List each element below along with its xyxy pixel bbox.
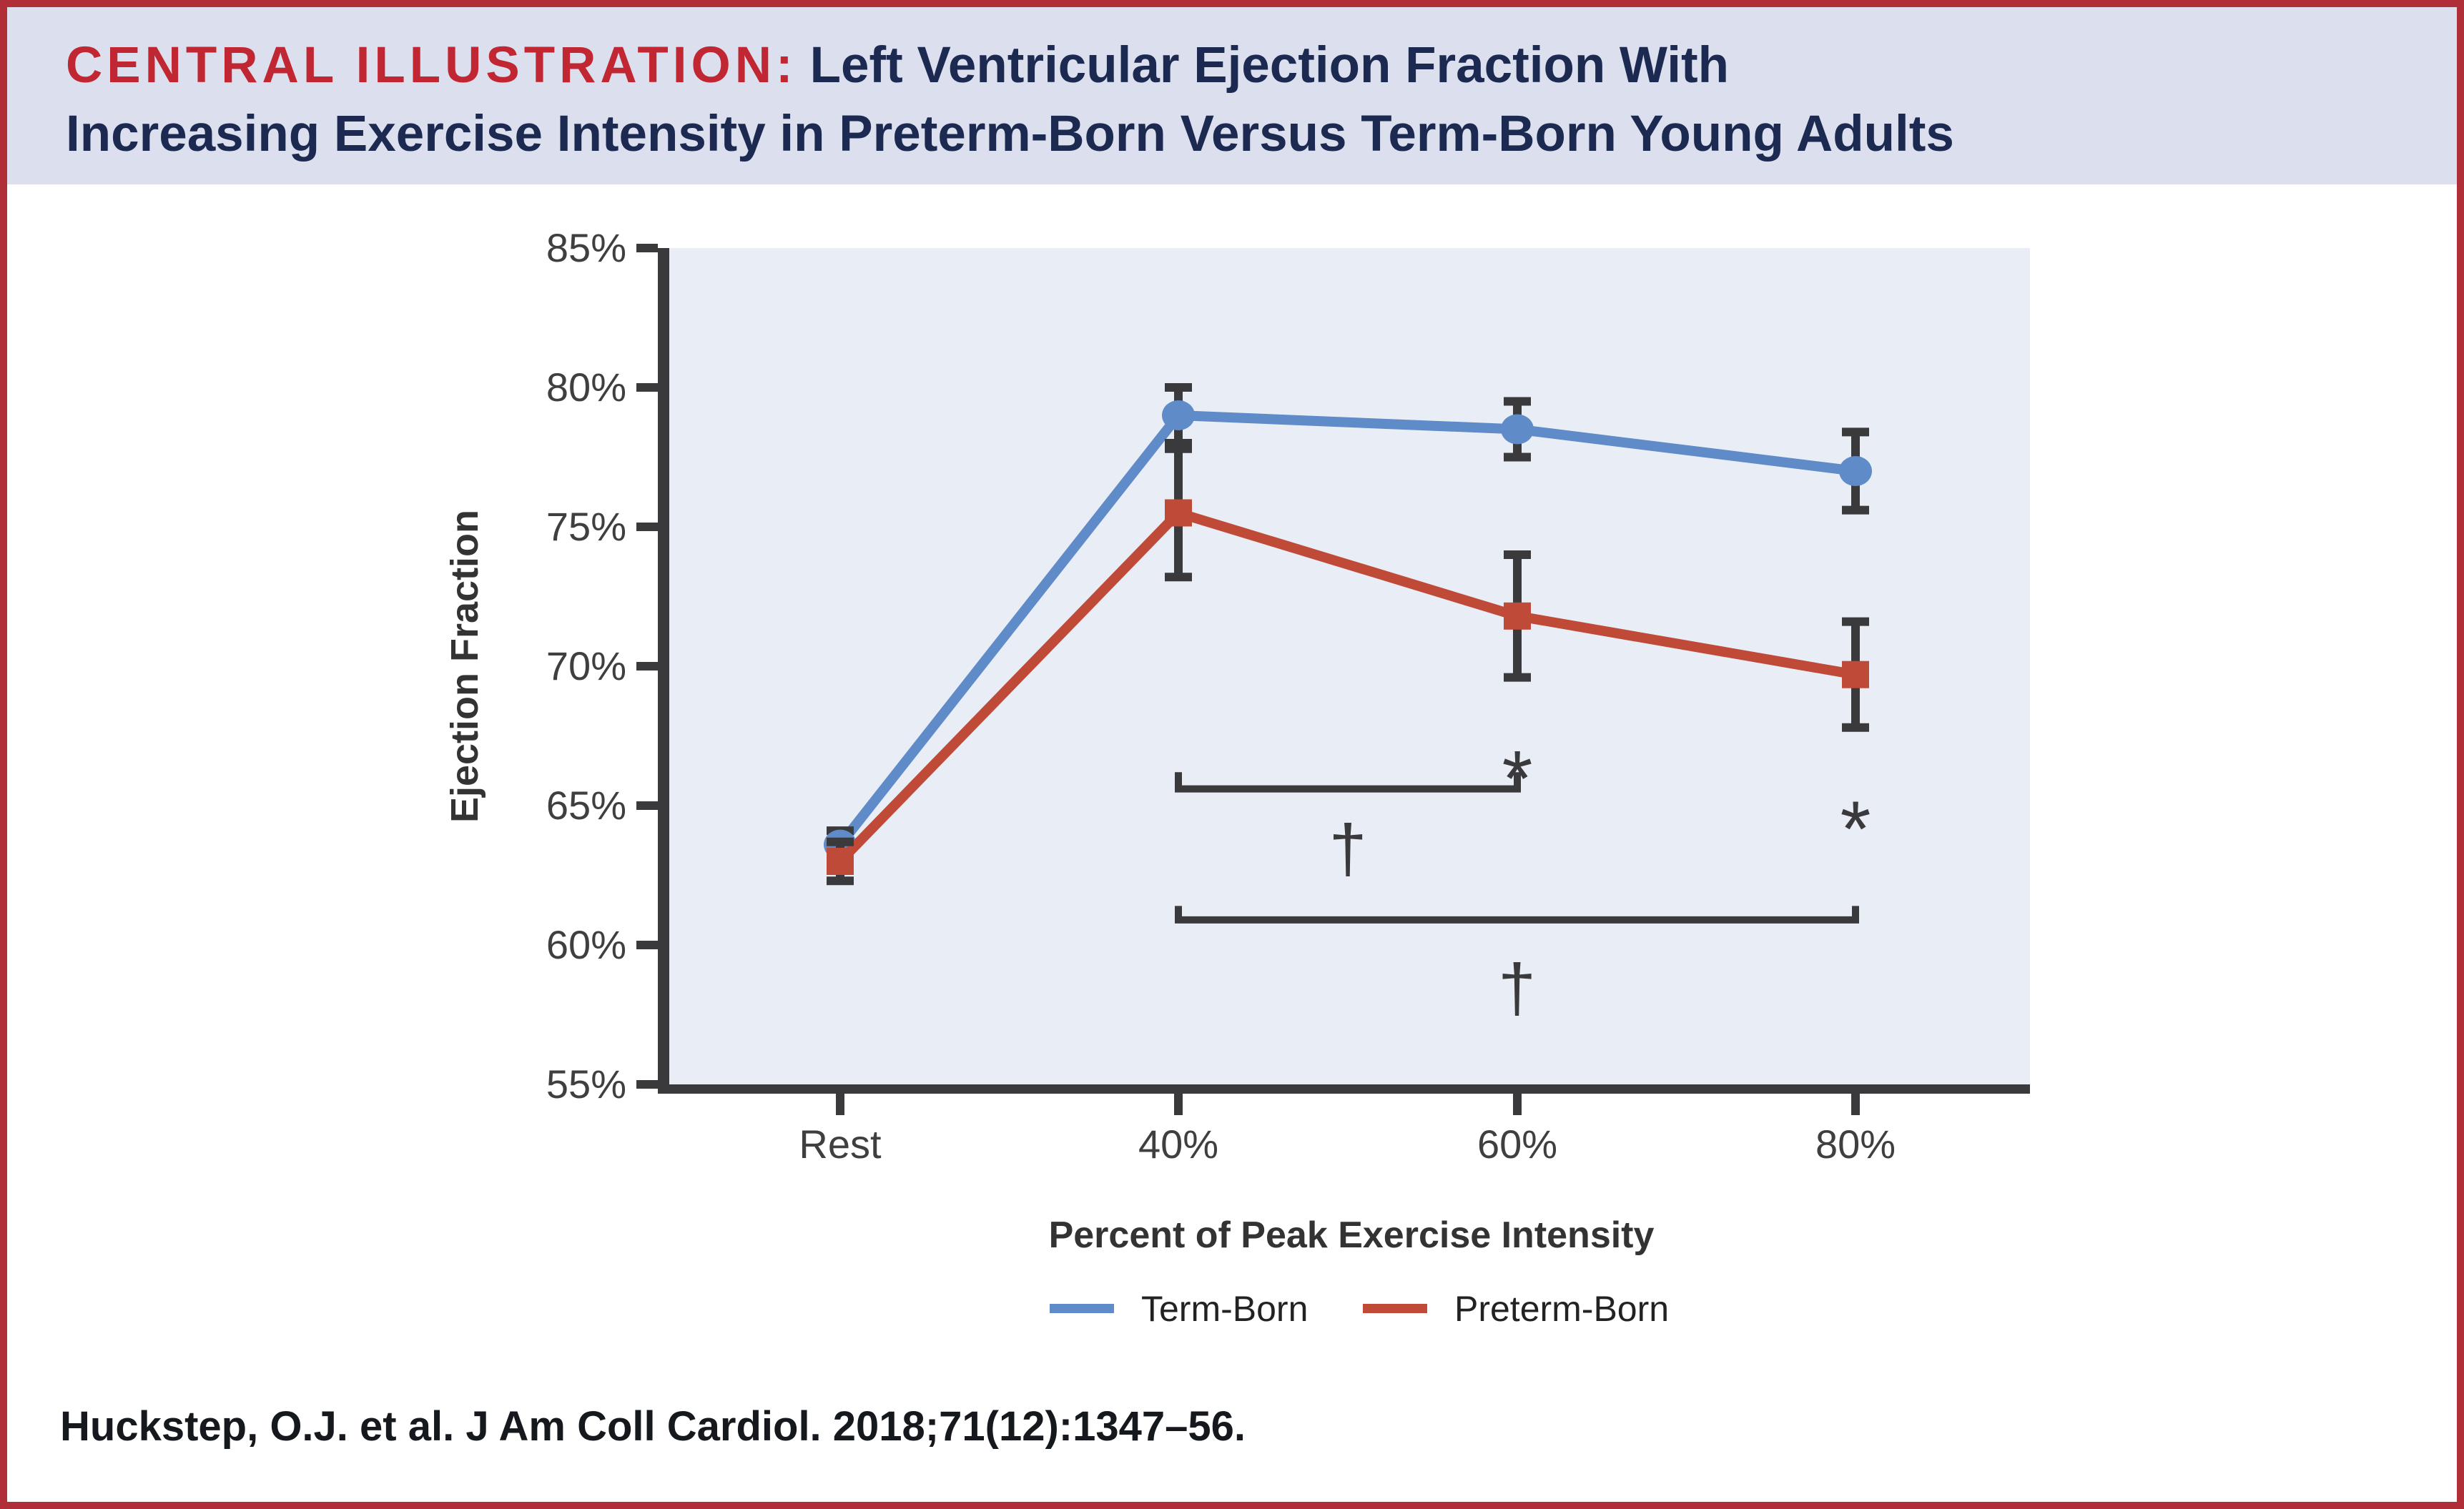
y-tick: [636, 523, 658, 531]
x-tick: [836, 1094, 844, 1115]
y-tick: [636, 383, 658, 392]
data-point-preterm-born: [827, 848, 854, 875]
x-tick-label: 80%: [1815, 1122, 1896, 1167]
significance-asterisk: *: [1840, 785, 1871, 873]
y-axis-line: [658, 248, 669, 1094]
dagger-symbol: †: [1498, 951, 1536, 1026]
y-tick-label: 55%: [546, 1062, 626, 1107]
y-tick: [636, 1080, 658, 1089]
x-tick-label: 60%: [1477, 1122, 1557, 1167]
data-point-preterm-born: [1504, 602, 1531, 630]
figure-title-part1: Left Ventricular Ejection Fraction With: [809, 37, 1730, 94]
data-point-preterm-born: [1842, 661, 1869, 688]
significance-asterisk: *: [1502, 735, 1533, 823]
x-axis-title: Percent of Peak Exercise Intensity: [1049, 1214, 1655, 1256]
y-tick-label: 80%: [546, 365, 626, 410]
comparison-bracket: [1175, 906, 1859, 924]
data-point-term-born: [1839, 456, 1872, 486]
x-tick: [1174, 1094, 1183, 1115]
data-point-term-born: [1501, 414, 1534, 445]
series-line-preterm-born: [836, 507, 1857, 865]
y-tick: [636, 244, 658, 252]
data-point-term-born: [1162, 400, 1195, 430]
y-tick-label: 85%: [546, 225, 626, 270]
citation: Huckstep, O.J. et al. J Am Coll Cardiol.…: [60, 1403, 1246, 1450]
dagger-symbol: †: [1329, 811, 1367, 887]
legend-label: Term-Born: [1141, 1289, 1308, 1329]
y-tick-label: 60%: [546, 922, 626, 967]
header-band: CENTRAL ILLUSTRATION: Left Ventricular Ej…: [7, 7, 2457, 184]
x-tick: [1851, 1094, 1860, 1115]
y-tick: [636, 801, 658, 810]
figure-title-line1: CENTRAL ILLUSTRATION: Left Ventricular Ej…: [66, 31, 2414, 100]
y-tick-label: 70%: [546, 643, 626, 688]
legend-swatch: [1050, 1304, 1114, 1313]
legend-label: Preterm-Born: [1454, 1289, 1669, 1329]
data-point-preterm-born: [1165, 499, 1192, 527]
series-line-term-born: [836, 410, 1856, 848]
x-axis-line: [658, 1084, 2030, 1094]
figure-title-line2: Increasing Exercise Intensity in Preterm…: [66, 106, 1954, 162]
y-axis-title: Ejection Fraction: [443, 510, 486, 823]
y-tick: [636, 662, 658, 671]
central-illustration-label: CENTRAL ILLUSTRATION:: [66, 37, 797, 94]
y-tick: [636, 941, 658, 949]
y-tick-label: 65%: [546, 783, 626, 828]
legend-swatch: [1363, 1304, 1427, 1313]
y-tick-label: 75%: [546, 504, 626, 549]
comparison-bracket: [1175, 772, 1521, 793]
x-tick-label: 40%: [1138, 1122, 1218, 1167]
x-tick: [1513, 1094, 1522, 1115]
x-tick-label: Rest: [799, 1122, 882, 1167]
